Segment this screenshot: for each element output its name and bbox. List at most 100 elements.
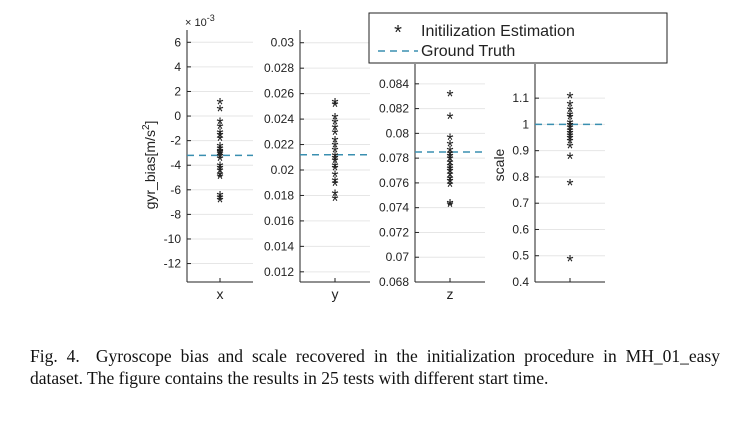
estimation-point: * — [331, 176, 338, 196]
y-tick-label: 0.7 — [512, 196, 529, 210]
y-tick-label: -2 — [170, 134, 181, 148]
estimation-point: * — [331, 148, 338, 168]
y-tick-label: 0.02 — [271, 163, 295, 177]
estimation-point: * — [216, 191, 223, 211]
estimation-point: * — [566, 110, 573, 130]
estimation-point: * — [446, 164, 453, 184]
estimation-point: * — [331, 186, 338, 206]
y-tick-label: 4 — [174, 60, 181, 74]
caption-text: Gyroscope bias and scale recovered in th… — [30, 346, 720, 388]
panel-y: 0.03 0.028 0.026 0.024 0.022 0.02 0.018 0.016 0.… — [264, 30, 370, 302]
estimation-point: * — [566, 126, 573, 146]
y-tick-label: 0.012 — [264, 265, 294, 279]
y-tick-label: 0 — [174, 109, 181, 123]
estimation-point: * — [446, 196, 453, 216]
exponent-base: × 10 — [185, 17, 207, 29]
panel-x-ylabel: gyr_bias[m/s2] — [141, 121, 158, 210]
y-tick-label: 0.082 — [379, 102, 409, 116]
y-tick-label: 0.07 — [386, 250, 410, 264]
figure-canvas: × 10-3 gyr_bias[m/s2] scale 6420-2-4-6-8… — [141, 12, 668, 302]
estimation-point: * — [446, 137, 453, 157]
y-tick-label: 6 — [174, 35, 181, 49]
panel-z: 0.084 0.082 0.08 0.078 0.076 0.074 0.072 0.07 0.… — [379, 64, 485, 302]
y-tick-label: 1 — [522, 117, 529, 131]
estimation-point: * — [216, 141, 223, 161]
y-tick-label: 0.074 — [379, 201, 409, 215]
y-tick-label: 0.03 — [271, 36, 295, 50]
estimation-point: * — [331, 192, 338, 212]
estimation-point: * — [446, 155, 453, 175]
estimation-point: * — [216, 125, 223, 145]
estimation-point: * — [216, 114, 223, 134]
y-tick-label: 0.076 — [379, 176, 409, 190]
estimation-point: * — [566, 129, 573, 149]
estimation-point: * — [216, 146, 223, 166]
y-tick-label: -12 — [164, 257, 182, 271]
estimation-point: * — [216, 188, 223, 208]
y-tick-label: 0.026 — [264, 87, 294, 101]
y-tick-label: -10 — [164, 232, 182, 246]
estimation-point: * — [566, 115, 573, 135]
y-tick-label: 0.5 — [512, 249, 529, 263]
estimation-point: * — [331, 120, 338, 140]
y-tick-label: 0.028 — [264, 61, 294, 75]
estimation-point: * — [446, 171, 453, 191]
estimation-point: * — [331, 110, 338, 130]
estimation-point: * — [331, 174, 338, 194]
estimation-point: * — [446, 143, 453, 163]
estimation-point: * — [446, 110, 453, 130]
figure-number: Fig. 4. — [30, 346, 80, 366]
y-tick-label: 0.018 — [264, 188, 294, 202]
estimation-point: * — [446, 197, 453, 217]
estimation-point: * — [331, 125, 338, 145]
estimation-point: * — [566, 97, 573, 117]
estimation-point: * — [566, 121, 573, 141]
estimation-point: * — [331, 97, 338, 117]
y-tick-label: 0.4 — [512, 275, 529, 289]
estimation-point: * — [566, 176, 573, 196]
estimation-point: * — [331, 143, 338, 163]
legend-box — [368, 12, 668, 64]
y-tick-label: 0.078 — [379, 151, 409, 165]
estimation-point: * — [216, 167, 223, 187]
x-axis-label: y — [332, 286, 339, 302]
y-tick-label: 0.6 — [512, 222, 529, 236]
y-tick-label: 0.024 — [264, 112, 294, 126]
ylabel-close: ] — [142, 121, 158, 125]
legend-estimation-marker: * — [394, 22, 402, 44]
estimation-point: * — [446, 159, 453, 179]
estimation-point: * — [216, 161, 223, 181]
estimation-point: * — [446, 131, 453, 151]
y-tick-label: 0.022 — [264, 138, 294, 152]
estimation-point: * — [331, 115, 338, 135]
x-axis-label: z — [447, 286, 454, 302]
estimation-point: * — [216, 170, 223, 190]
estimation-point: * — [331, 153, 338, 173]
estimation-point: * — [566, 131, 573, 151]
estimation-point: * — [566, 252, 573, 272]
ylabel-main: gyr_bias[m/s — [142, 130, 158, 209]
y-tick-label: 0.016 — [264, 214, 294, 228]
estimation-point: * — [446, 168, 453, 188]
estimation-point: * — [216, 119, 223, 139]
legend-estimation-label: Initilization Estimation — [421, 23, 575, 40]
estimation-point: * — [216, 193, 223, 213]
y-tick-label: 0.9 — [512, 144, 529, 158]
exponent-power: -3 — [207, 13, 215, 23]
y-tick-label: 2 — [174, 84, 181, 98]
y-tick-label: -8 — [170, 207, 181, 221]
estimation-point: * — [216, 139, 223, 159]
estimation-point: * — [331, 158, 338, 178]
estimation-point: * — [216, 151, 223, 171]
estimation-point: * — [446, 152, 453, 172]
y-tick-label: 0.084 — [379, 77, 409, 91]
estimation-point: * — [216, 149, 223, 169]
estimation-point: * — [446, 178, 453, 198]
estimation-point: * — [216, 144, 223, 164]
estimation-point: * — [446, 147, 453, 167]
ylabel-sup: 2 — [141, 124, 152, 130]
estimation-point: * — [216, 102, 223, 122]
y-tick-label: 0.08 — [386, 126, 410, 140]
estimation-point: * — [566, 150, 573, 170]
y-tick-label: 0.014 — [264, 239, 294, 253]
